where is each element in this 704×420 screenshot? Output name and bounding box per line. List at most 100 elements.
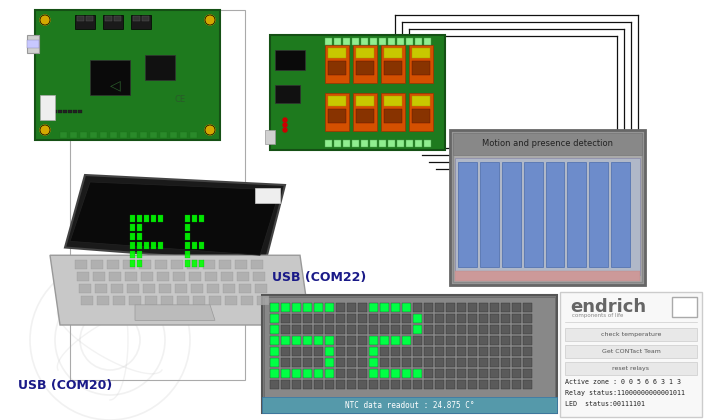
- Polygon shape: [65, 175, 285, 263]
- Bar: [402, 325, 411, 334]
- Bar: [325, 325, 334, 334]
- Bar: [455, 158, 640, 275]
- Bar: [185, 224, 190, 231]
- Bar: [397, 38, 404, 45]
- Bar: [381, 45, 405, 83]
- Bar: [523, 347, 532, 356]
- Bar: [270, 303, 279, 312]
- Bar: [303, 380, 312, 389]
- Bar: [468, 336, 477, 345]
- Bar: [384, 61, 402, 75]
- Bar: [369, 336, 378, 345]
- Bar: [490, 336, 499, 345]
- Bar: [435, 303, 444, 312]
- Text: Active zone : 0 0 5 6 6 3 1 3: Active zone : 0 0 5 6 6 3 1 3: [565, 379, 681, 385]
- Bar: [137, 224, 142, 231]
- Bar: [144, 215, 149, 222]
- Bar: [501, 347, 510, 356]
- Bar: [424, 358, 433, 367]
- Bar: [328, 61, 346, 75]
- Bar: [63, 110, 67, 113]
- Bar: [565, 328, 697, 341]
- Bar: [446, 347, 455, 356]
- Bar: [347, 380, 356, 389]
- Bar: [314, 369, 323, 378]
- Bar: [402, 314, 411, 323]
- Bar: [292, 358, 301, 367]
- Bar: [275, 85, 300, 103]
- Bar: [523, 325, 532, 334]
- Bar: [435, 380, 444, 389]
- Bar: [175, 284, 187, 293]
- Bar: [343, 38, 350, 45]
- Bar: [457, 347, 466, 356]
- Bar: [314, 325, 323, 334]
- Bar: [384, 109, 402, 123]
- Bar: [270, 347, 279, 356]
- Bar: [314, 358, 323, 367]
- Bar: [409, 93, 433, 131]
- Bar: [435, 336, 444, 345]
- Bar: [137, 242, 142, 249]
- Circle shape: [283, 123, 287, 127]
- Bar: [455, 271, 640, 281]
- Bar: [358, 336, 367, 345]
- Bar: [490, 314, 499, 323]
- Bar: [402, 369, 411, 378]
- Bar: [343, 140, 350, 147]
- Bar: [105, 16, 112, 21]
- Bar: [270, 336, 279, 345]
- Bar: [27, 40, 39, 48]
- Bar: [133, 16, 140, 21]
- Bar: [159, 284, 171, 293]
- Bar: [388, 38, 395, 45]
- Bar: [130, 251, 135, 258]
- Bar: [255, 284, 267, 293]
- Bar: [143, 284, 155, 293]
- Bar: [58, 110, 62, 113]
- Bar: [131, 15, 151, 29]
- Bar: [391, 369, 400, 378]
- Bar: [144, 242, 149, 249]
- Bar: [512, 325, 521, 334]
- Bar: [391, 303, 400, 312]
- Bar: [157, 272, 169, 281]
- Bar: [270, 325, 279, 334]
- Bar: [415, 38, 422, 45]
- Circle shape: [205, 125, 215, 135]
- Bar: [303, 358, 312, 367]
- Text: USB (COM22): USB (COM22): [272, 271, 366, 284]
- Bar: [391, 347, 400, 356]
- Bar: [412, 61, 430, 75]
- Bar: [358, 347, 367, 356]
- Bar: [325, 336, 334, 345]
- Bar: [158, 242, 163, 249]
- Bar: [347, 358, 356, 367]
- Bar: [292, 369, 301, 378]
- Bar: [281, 347, 290, 356]
- Bar: [207, 284, 219, 293]
- Bar: [512, 380, 521, 389]
- Bar: [325, 38, 332, 45]
- Bar: [453, 133, 642, 155]
- Bar: [35, 10, 220, 140]
- Bar: [446, 369, 455, 378]
- Bar: [100, 132, 107, 138]
- Bar: [380, 358, 389, 367]
- Bar: [336, 358, 345, 367]
- Bar: [314, 336, 323, 345]
- Bar: [257, 296, 269, 305]
- Bar: [336, 303, 345, 312]
- Bar: [523, 380, 532, 389]
- Bar: [468, 303, 477, 312]
- Bar: [130, 215, 135, 222]
- Bar: [479, 336, 488, 345]
- Bar: [281, 358, 290, 367]
- Bar: [262, 295, 557, 413]
- Bar: [141, 272, 153, 281]
- Bar: [281, 380, 290, 389]
- Bar: [468, 325, 477, 334]
- Bar: [292, 314, 301, 323]
- Bar: [490, 358, 499, 367]
- Bar: [457, 303, 466, 312]
